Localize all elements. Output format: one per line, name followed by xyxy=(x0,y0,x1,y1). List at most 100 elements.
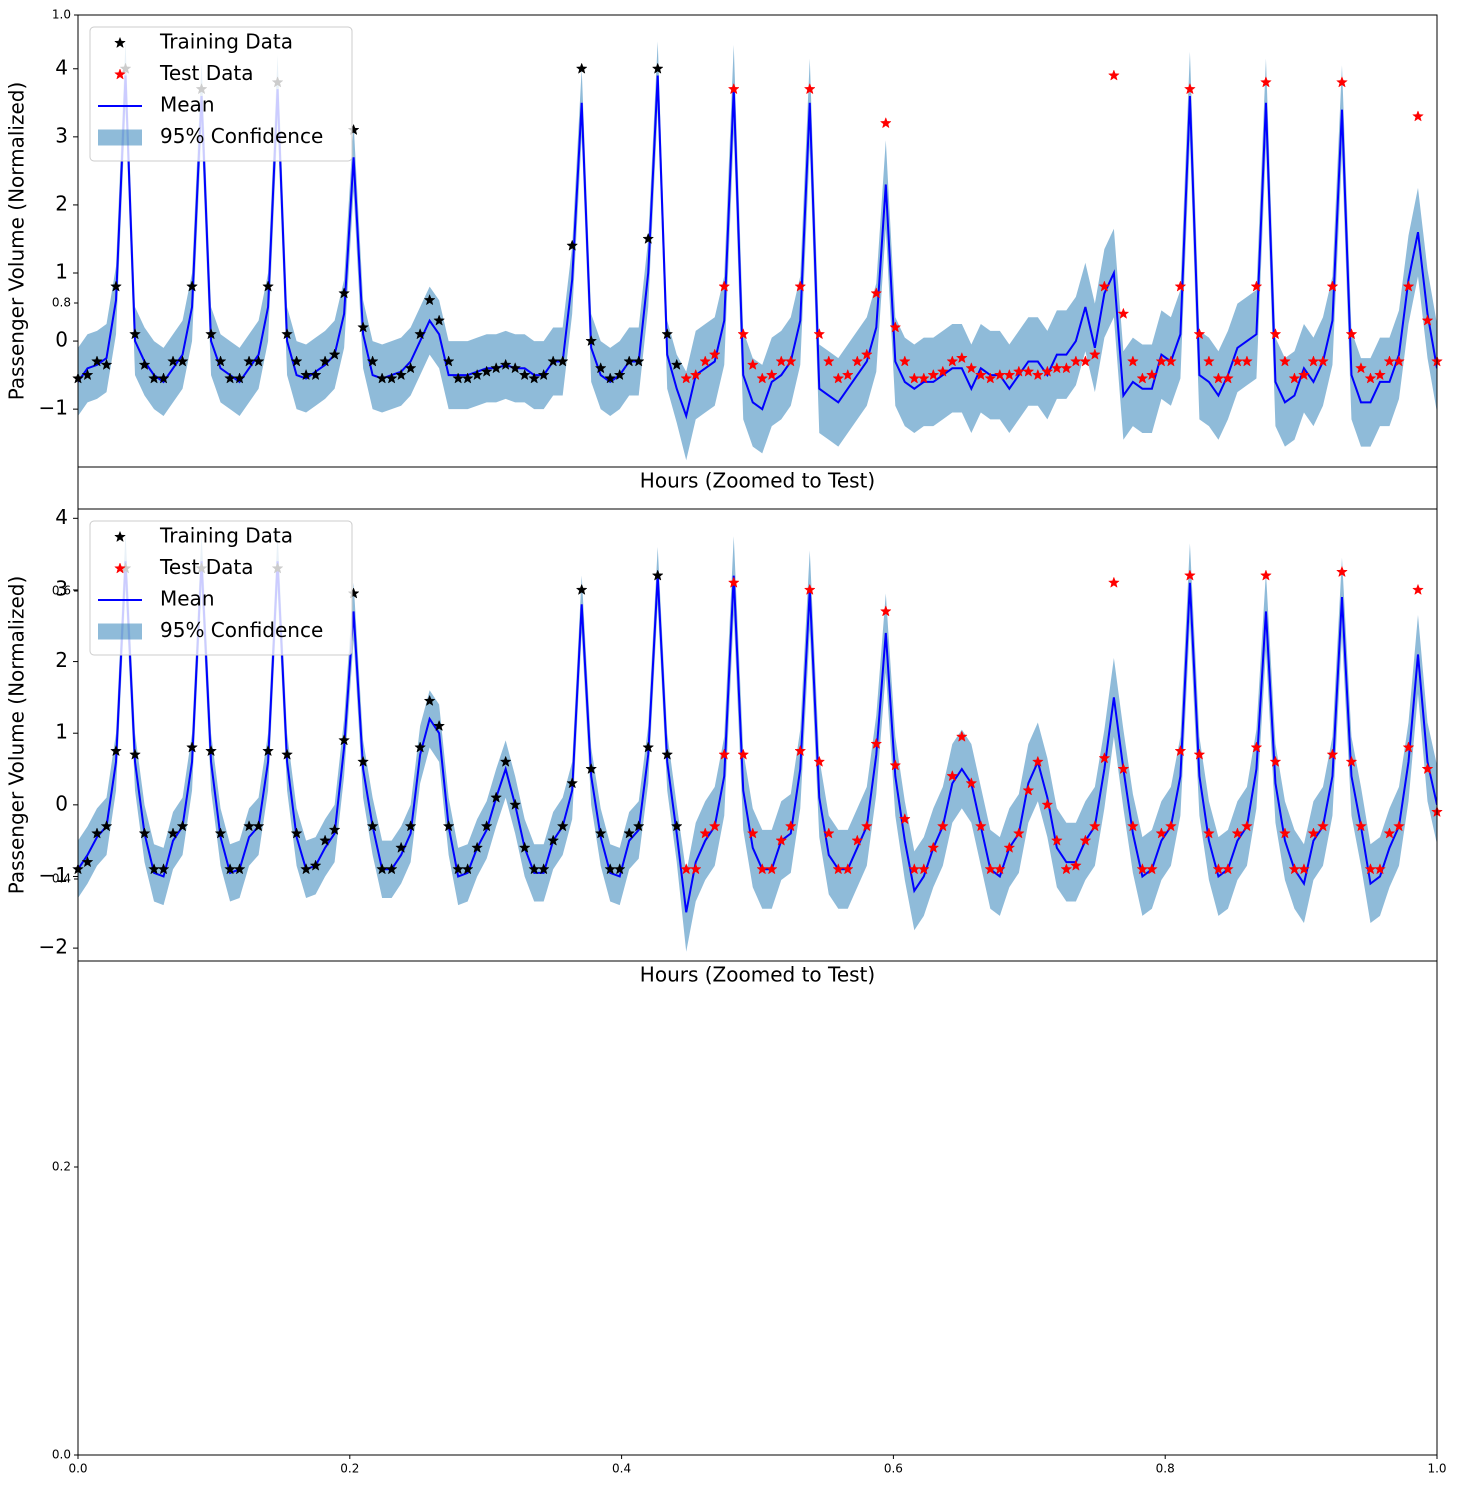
data-point xyxy=(1203,827,1215,839)
y-tick-label: 2 xyxy=(55,648,68,672)
y-tick-label: 1 xyxy=(55,720,68,744)
data-point xyxy=(1155,827,1168,839)
data-point xyxy=(1355,820,1367,832)
data-point xyxy=(604,372,617,384)
data-point xyxy=(1079,834,1092,846)
y-tick-label: −1 xyxy=(39,863,68,887)
data-point xyxy=(1050,834,1063,846)
data-point xyxy=(727,576,740,588)
legend-label: 95% Confidence xyxy=(160,618,323,642)
data-point xyxy=(1145,368,1158,381)
data-point xyxy=(727,82,740,95)
data-point xyxy=(879,605,892,617)
data-point xyxy=(889,321,902,333)
data-point xyxy=(1174,744,1187,757)
x-tick-label: 0.6 xyxy=(884,1462,903,1476)
data-point xyxy=(1098,752,1111,764)
y-tick-label: 2 xyxy=(55,191,68,215)
data-point xyxy=(129,328,141,340)
data-point xyxy=(632,820,645,832)
data-point xyxy=(651,569,664,581)
data-point xyxy=(1193,328,1206,340)
data-point xyxy=(138,358,151,370)
data-point xyxy=(1069,859,1082,871)
data-point xyxy=(1117,762,1130,775)
data-point xyxy=(1250,280,1263,292)
y-tick-label: 0.0 xyxy=(52,1448,71,1462)
data-point xyxy=(1269,328,1282,340)
y-tick-label: 0 xyxy=(55,791,68,815)
data-point xyxy=(708,820,721,832)
data-point xyxy=(1298,863,1310,875)
data-point xyxy=(1164,820,1177,832)
data-point xyxy=(993,863,1006,875)
data-point xyxy=(490,362,503,374)
data-point xyxy=(927,368,940,381)
data-point xyxy=(547,834,560,846)
data-point xyxy=(480,365,493,377)
data-point xyxy=(946,769,959,782)
data-point xyxy=(366,820,379,832)
data-point xyxy=(319,355,331,367)
data-point xyxy=(1117,307,1130,319)
data-point xyxy=(328,823,341,835)
data-point xyxy=(423,294,436,306)
y-tick-label: 3 xyxy=(55,576,68,600)
data-point xyxy=(214,355,227,367)
data-point xyxy=(385,863,398,875)
data-point xyxy=(138,827,151,839)
data-point xyxy=(252,355,265,367)
x-tick-label: 0.2 xyxy=(340,1462,359,1476)
data-point xyxy=(889,759,902,771)
data-point xyxy=(338,287,351,299)
data-point xyxy=(784,820,797,832)
data-point xyxy=(176,820,189,832)
data-point xyxy=(737,748,750,760)
data-point xyxy=(423,694,436,706)
plot-frame xyxy=(77,14,1438,468)
data-point xyxy=(566,239,579,251)
data-point xyxy=(1184,82,1196,95)
data-point xyxy=(803,82,816,95)
data-point xyxy=(1260,569,1272,581)
data-point xyxy=(262,744,274,757)
data-point xyxy=(974,368,987,381)
x-tick-label: 0.8 xyxy=(1156,1462,1175,1476)
y-tick-label: 3 xyxy=(55,123,68,147)
data-point xyxy=(319,834,331,846)
data-point xyxy=(1355,362,1367,374)
data-point xyxy=(110,280,122,292)
data-point xyxy=(205,328,217,340)
legend-label: Test Data xyxy=(159,61,254,85)
data-point xyxy=(214,827,227,839)
data-point xyxy=(784,355,797,367)
legend-patch xyxy=(98,129,142,146)
data-point xyxy=(385,372,398,384)
data-point xyxy=(110,744,122,757)
data-point xyxy=(1164,355,1177,367)
data-point xyxy=(708,348,721,360)
data-point xyxy=(528,372,541,384)
data-point xyxy=(1279,827,1291,839)
data-point xyxy=(461,863,474,875)
data-point xyxy=(765,863,778,875)
data-point xyxy=(309,368,322,381)
data-point xyxy=(1222,863,1234,875)
x-tick-label: 0.4 xyxy=(612,1462,631,1476)
data-point xyxy=(157,372,170,384)
data-point xyxy=(699,355,712,367)
legend-label: Training Data xyxy=(159,30,293,54)
data-point xyxy=(81,855,94,868)
data-point xyxy=(794,744,807,757)
data-point xyxy=(1107,576,1120,588)
data-point xyxy=(556,355,569,367)
data-point xyxy=(1088,348,1101,360)
data-point xyxy=(1012,827,1025,839)
data-point xyxy=(1222,372,1234,384)
data-point xyxy=(1279,355,1291,367)
data-point xyxy=(1003,368,1016,381)
data-point xyxy=(860,348,873,360)
data-point xyxy=(537,368,550,381)
y-tick-label: 4 xyxy=(55,505,68,529)
data-point xyxy=(1060,362,1073,374)
